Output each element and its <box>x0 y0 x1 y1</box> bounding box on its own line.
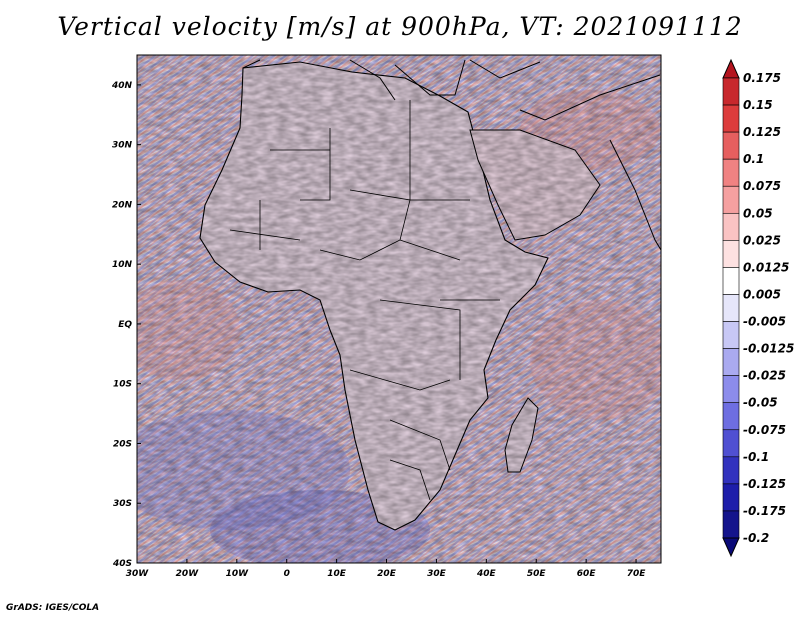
colorbar-label: 0.025 <box>743 233 781 247</box>
colorbar-bin <box>722 158 740 187</box>
colorbar-bin <box>722 240 740 268</box>
lon-tick-label: 20E <box>377 569 397 579</box>
colorbar-label: 0.05 <box>743 206 773 220</box>
lon-tick-label: 10E <box>327 569 347 579</box>
colorbar-bin <box>722 131 740 160</box>
colorbar-min-arrow <box>722 537 740 558</box>
colorbar-bin <box>722 212 740 241</box>
latitude-axis: 40N 30N 20N 10N EQ 10S 20S 30S 40S <box>111 81 141 569</box>
colorbar-label: 0.0125 <box>743 260 789 274</box>
colorbar-label: -0.0125 <box>743 342 794 356</box>
colorbar-bin <box>722 294 740 322</box>
colorbar-label: -0.2 <box>743 531 769 545</box>
lat-tick-label: 10N <box>112 260 133 270</box>
lon-tick-label: 0 <box>284 569 290 579</box>
lat-tick-label: 40S <box>112 559 132 569</box>
colorbar-label: 0.005 <box>743 287 781 301</box>
map-frame <box>136 54 662 564</box>
colorbar-bin <box>722 104 740 133</box>
lat-tick-label: 20N <box>112 200 133 210</box>
lon-tick-label: 70E <box>627 569 647 579</box>
colorbar-bin <box>722 456 740 485</box>
map-plot-area <box>137 55 661 563</box>
lon-tick-label: 20W <box>176 569 200 579</box>
lon-tick-label: 30E <box>427 569 447 579</box>
colorbar-bin <box>722 510 740 539</box>
colorbar-bin <box>722 321 740 349</box>
colorbar-label: -0.025 <box>743 369 786 383</box>
lon-tick-label: 30W <box>126 569 150 579</box>
colorbar-bin <box>722 267 740 295</box>
colorbar-label: -0.175 <box>743 504 786 518</box>
lon-tick-label: 10W <box>226 569 250 579</box>
colorbar-bin <box>722 348 740 376</box>
map-title: Vertical velocity [m/s] at 900hPa, VT: 2… <box>57 12 743 41</box>
colorbar: 0.175 0.15 0.125 0.1 0.075 0.05 0.025 0.0125 0.0… <box>722 58 794 558</box>
lon-tick-label: 40E <box>476 569 497 579</box>
lat-tick-label: 30S <box>113 499 132 509</box>
lat-tick-label: 10S <box>113 380 132 390</box>
colorbar-bin <box>722 375 740 404</box>
lat-tick-label: 30N <box>112 141 133 151</box>
longitude-axis: 30W 20W 10W 0 10E 20E 30E 40E 50E 60E 70E <box>126 559 646 579</box>
colorbar-label: 0.175 <box>743 71 781 85</box>
colorbar-bin <box>722 429 740 458</box>
colorbar-label: 0.125 <box>743 125 781 139</box>
colorbar-label: -0.05 <box>743 396 778 410</box>
colorbar-label: 0.15 <box>743 98 773 112</box>
colorbar-label: -0.125 <box>743 477 786 491</box>
colorbar-bin <box>722 77 740 106</box>
lat-tick-label: 20S <box>113 439 132 449</box>
lat-tick-label: 40N <box>111 81 133 91</box>
lon-tick-label: 50E <box>527 569 547 579</box>
colorbar-max-arrow <box>722 58 740 79</box>
footer-credit: GrADS: IGES/COLA <box>6 603 100 613</box>
colorbar-bin <box>722 185 740 214</box>
lat-tick-label: EQ <box>118 320 132 330</box>
colorbar-bin <box>722 402 740 431</box>
colorbar-bin <box>722 483 740 512</box>
colorbar-label: -0.1 <box>743 450 769 464</box>
colorbar-label: 0.075 <box>743 179 781 193</box>
colorbar-label: 0.1 <box>743 152 764 166</box>
colorbar-label: -0.005 <box>743 315 786 329</box>
lon-tick-label: 60E <box>577 569 597 579</box>
colorbar-label: -0.075 <box>743 423 786 437</box>
